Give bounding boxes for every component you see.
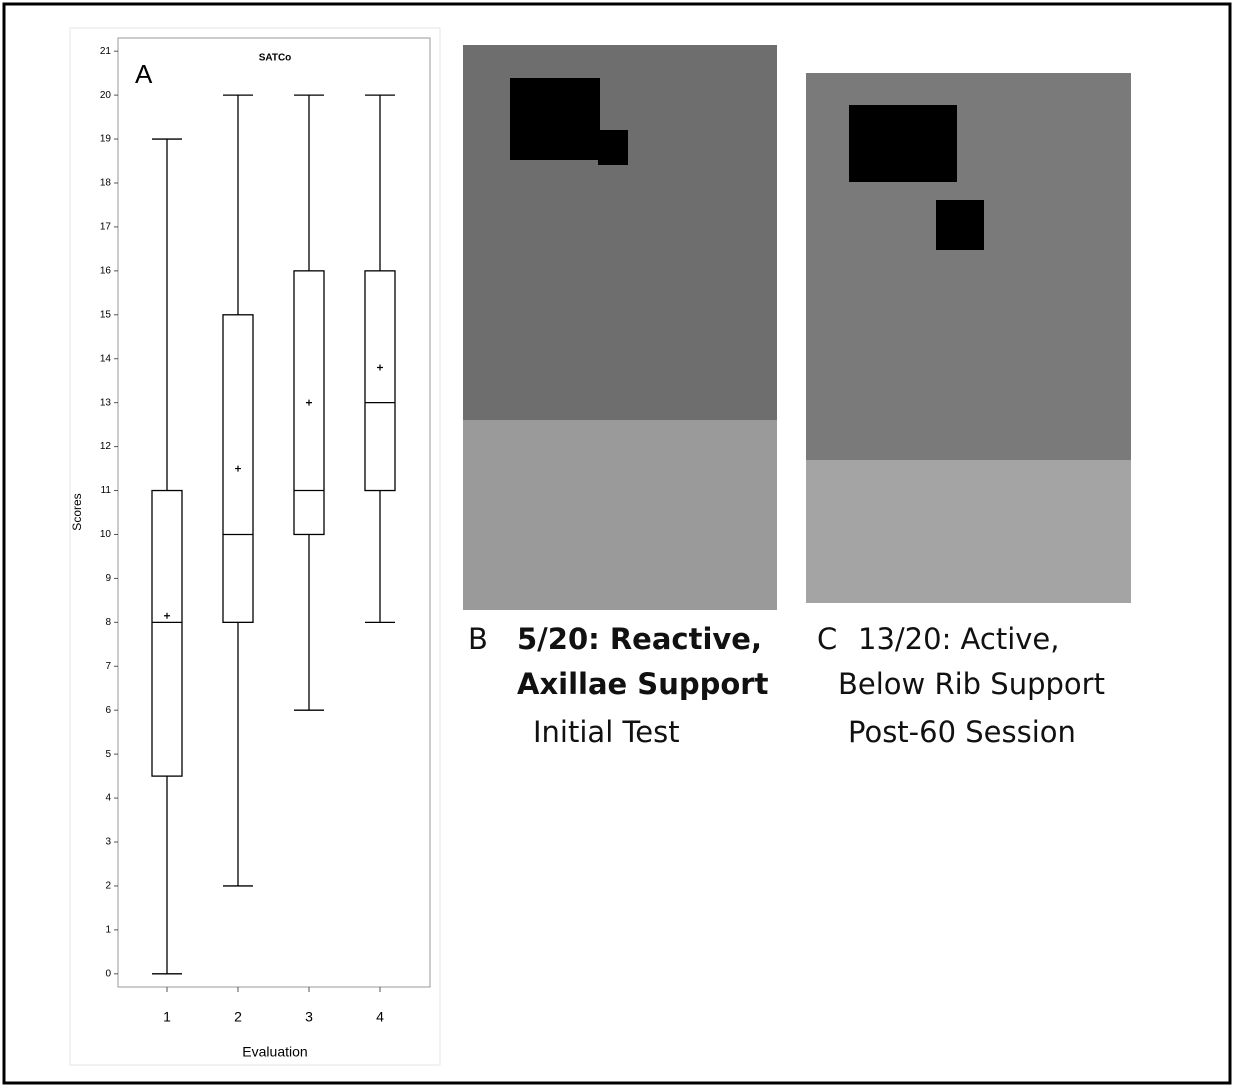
y-tick-label: 17: [100, 222, 112, 233]
figure: SATCo A Scores Evaluation B 5/20: Reacti…: [0, 0, 1234, 1087]
y-tick-label: 0: [105, 968, 111, 979]
x-tick-label: 2: [234, 1009, 242, 1025]
panel-letter: B: [468, 622, 488, 656]
y-tick-label: 5: [105, 749, 111, 760]
panel-letter: A: [135, 59, 153, 89]
y-tick-label: 8: [105, 617, 111, 628]
y-tick-label: 7: [105, 661, 111, 672]
chart-panel: [70, 28, 440, 1065]
chart-title: SATCo: [259, 53, 292, 64]
y-tick-label: 16: [100, 265, 112, 276]
y-tick-label: 14: [100, 353, 112, 364]
y-tick-label: 19: [100, 134, 112, 145]
y-tick-label: 21: [100, 46, 112, 57]
y-axis-label: Scores: [70, 493, 84, 530]
y-tick-label: 1: [105, 925, 111, 936]
y-tick-label: 11: [101, 485, 112, 496]
y-tick-label: 9: [105, 573, 111, 584]
y-tick-label: 3: [105, 837, 111, 848]
x-tick-label: 1: [163, 1009, 171, 1025]
y-tick-label: 15: [100, 309, 112, 320]
panel-letter: C: [817, 622, 837, 656]
x-axis-label: Evaluation: [242, 1044, 307, 1060]
photo-c: [806, 73, 1131, 603]
x-tick-label: 4: [376, 1009, 384, 1025]
y-tick-label: 10: [100, 529, 112, 540]
x-tick-label: 3: [305, 1009, 313, 1025]
panel-caption: Below Rib Support: [838, 667, 1105, 701]
y-tick-label: 12: [100, 441, 112, 452]
y-tick-label: 4: [105, 793, 111, 804]
y-tick-label: 18: [100, 178, 112, 189]
panel-caption: Axillae Support: [517, 667, 769, 701]
panel-caption: Initial Test: [533, 715, 680, 749]
panel-caption: 5/20: Reactive,: [517, 622, 762, 656]
y-tick-label: 2: [105, 881, 111, 892]
y-tick-label: 6: [105, 705, 111, 716]
y-tick-label: 13: [100, 397, 112, 408]
panel-caption: Post-60 Session: [848, 715, 1076, 749]
panel-caption: 13/20: Active,: [858, 622, 1060, 656]
y-tick-label: 20: [100, 90, 112, 101]
photo-b: [463, 45, 777, 610]
